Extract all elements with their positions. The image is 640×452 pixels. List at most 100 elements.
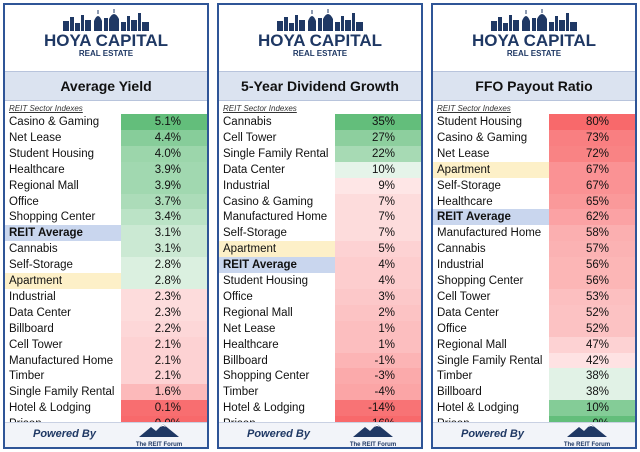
sector-name: Regional Mall	[437, 338, 507, 351]
sector-value: 73%	[549, 129, 635, 146]
sector-name: Hotel & Lodging	[9, 402, 91, 415]
table-row: Manufactured Home 2.1%	[5, 352, 207, 369]
sector-value: 47%	[549, 336, 635, 353]
sector-value: 65%	[549, 193, 635, 210]
sector-value: 3.7%	[121, 193, 207, 210]
sector-name: Timber	[9, 370, 45, 383]
sector-value: 35%	[335, 114, 421, 130]
sector-name: Industrial	[437, 259, 484, 272]
sector-value: 7%	[335, 209, 421, 226]
sector-name: Data Center	[437, 306, 500, 319]
sector-value: 7%	[335, 193, 421, 210]
sector-name: Apartment	[9, 275, 63, 287]
sector-name: Billboard	[223, 354, 268, 367]
sector-name: Hotel & Lodging	[437, 402, 519, 415]
sector-name: Net Lease	[437, 147, 490, 160]
powered-by-label: Powered By	[33, 428, 96, 440]
sector-name: Industrial	[223, 179, 270, 192]
brand-subtitle: REAL ESTATE	[506, 49, 562, 58]
sector-value: -14%	[335, 400, 421, 417]
mountain-icon	[567, 424, 607, 437]
sector-value: 67%	[549, 177, 635, 194]
sector-name: Office	[223, 290, 253, 303]
sector-name: Single Family Rental	[223, 147, 329, 160]
table-row: Cannabis 57%	[433, 241, 635, 258]
table-row: Regional Mall 47%	[433, 336, 635, 353]
sector-name: Casino & Gaming	[437, 131, 528, 144]
sector-value: 2.8%	[121, 257, 207, 274]
table-row: Casino & Gaming 73%	[433, 129, 635, 146]
table-row: Data Center 52%	[433, 304, 635, 321]
sector-name: Cell Tower	[437, 290, 491, 303]
sector-value: 4.0%	[121, 145, 207, 162]
sector-value: 57%	[549, 241, 635, 258]
table-row: Billboard 38%	[433, 384, 635, 401]
table-row: Cell Tower 53%	[433, 288, 635, 305]
sector-name: Office	[437, 322, 467, 335]
sector-value: 2.2%	[121, 320, 207, 337]
sector-name: Net Lease	[9, 131, 62, 144]
sector-value: 2.3%	[121, 304, 207, 321]
sector-name: Apartment	[223, 243, 277, 256]
sector-name: REIT Average	[9, 227, 83, 240]
powered-by-label: Powered By	[461, 428, 524, 440]
table-row: Cell Tower 2.1%	[5, 336, 207, 353]
table-row: Data Center 10%	[219, 161, 421, 178]
table-row: Office 52%	[433, 320, 635, 337]
sector-value: 67%	[549, 161, 635, 178]
sector-name: Student Housing	[223, 275, 309, 287]
reit-forum-logo: The REIT Forum	[133, 424, 185, 448]
sector-name: Shopping Center	[437, 275, 524, 287]
panel-title: Average Yield	[5, 71, 207, 101]
index-label: REIT Sector Indexes	[9, 104, 83, 113]
table-row: Single Family Rental 1.6%	[5, 384, 207, 401]
sector-name: Single Family Rental	[437, 354, 543, 367]
table-row: Industrial 9%	[219, 177, 421, 194]
brand-name: HOYA CAPITAL	[43, 31, 169, 50]
reit-forum-label: The REIT Forum	[563, 442, 611, 448]
table-row: Healthcare 1%	[219, 336, 421, 353]
sector-value: 38%	[549, 384, 635, 401]
sector-value: 53%	[549, 288, 635, 305]
brand-subtitle: REAL ESTATE	[78, 49, 134, 58]
panel-ffo-payout-ratio: HOYA CAPITAL REAL ESTATE FFO Payout Rati…	[431, 3, 637, 449]
city-skyline-icon	[277, 9, 363, 31]
table-row: Data Center 2.3%	[5, 304, 207, 321]
sector-name: Single Family Rental	[9, 386, 115, 399]
table-row: Net Lease 72%	[433, 145, 635, 162]
table-row: Manufactured Home 58%	[433, 225, 635, 242]
sector-value: 52%	[549, 304, 635, 321]
hoya-capital-logo: HOYA CAPITAL REAL ESTATE	[219, 9, 421, 71]
table-row: Timber -4%	[219, 384, 421, 401]
table-row: Apartment 5%	[219, 241, 421, 258]
sector-name: Regional Mall	[9, 179, 79, 192]
sector-value: 5%	[335, 241, 421, 258]
sector-value: 27%	[335, 129, 421, 146]
table-row: Regional Mall 2%	[219, 304, 421, 321]
table-row: Apartment 67%	[433, 161, 635, 178]
sector-name: Billboard	[437, 386, 482, 399]
sector-value: 10%	[335, 161, 421, 178]
sector-value: 3.4%	[121, 209, 207, 226]
table-row: Hotel & Lodging 0.1%	[5, 400, 207, 417]
table-row: Self-Storage 7%	[219, 225, 421, 242]
table-row: Hotel & Lodging -14%	[219, 400, 421, 417]
sector-value: 72%	[549, 145, 635, 162]
sector-name: REIT Average	[437, 211, 511, 224]
sector-value: 7%	[335, 225, 421, 242]
sector-value: 80%	[549, 114, 635, 130]
sector-name: Self-Storage	[9, 259, 73, 272]
sector-value: 4%	[335, 273, 421, 289]
table-row: Student Housing 4%	[219, 273, 421, 289]
sector-value: 4%	[335, 257, 421, 274]
table-row: Shopping Center 56%	[433, 273, 635, 289]
sector-name: Healthcare	[437, 195, 493, 208]
sector-value: 3.1%	[121, 241, 207, 258]
table-row: Timber 2.1%	[5, 368, 207, 385]
sector-value: 2.1%	[121, 368, 207, 385]
city-skyline-icon	[491, 9, 577, 31]
reit-forum-logo: The REIT Forum	[561, 424, 613, 448]
sector-value: 3.9%	[121, 177, 207, 194]
panel-title: FFO Payout Ratio	[433, 71, 635, 101]
sector-name: Healthcare	[223, 338, 279, 351]
